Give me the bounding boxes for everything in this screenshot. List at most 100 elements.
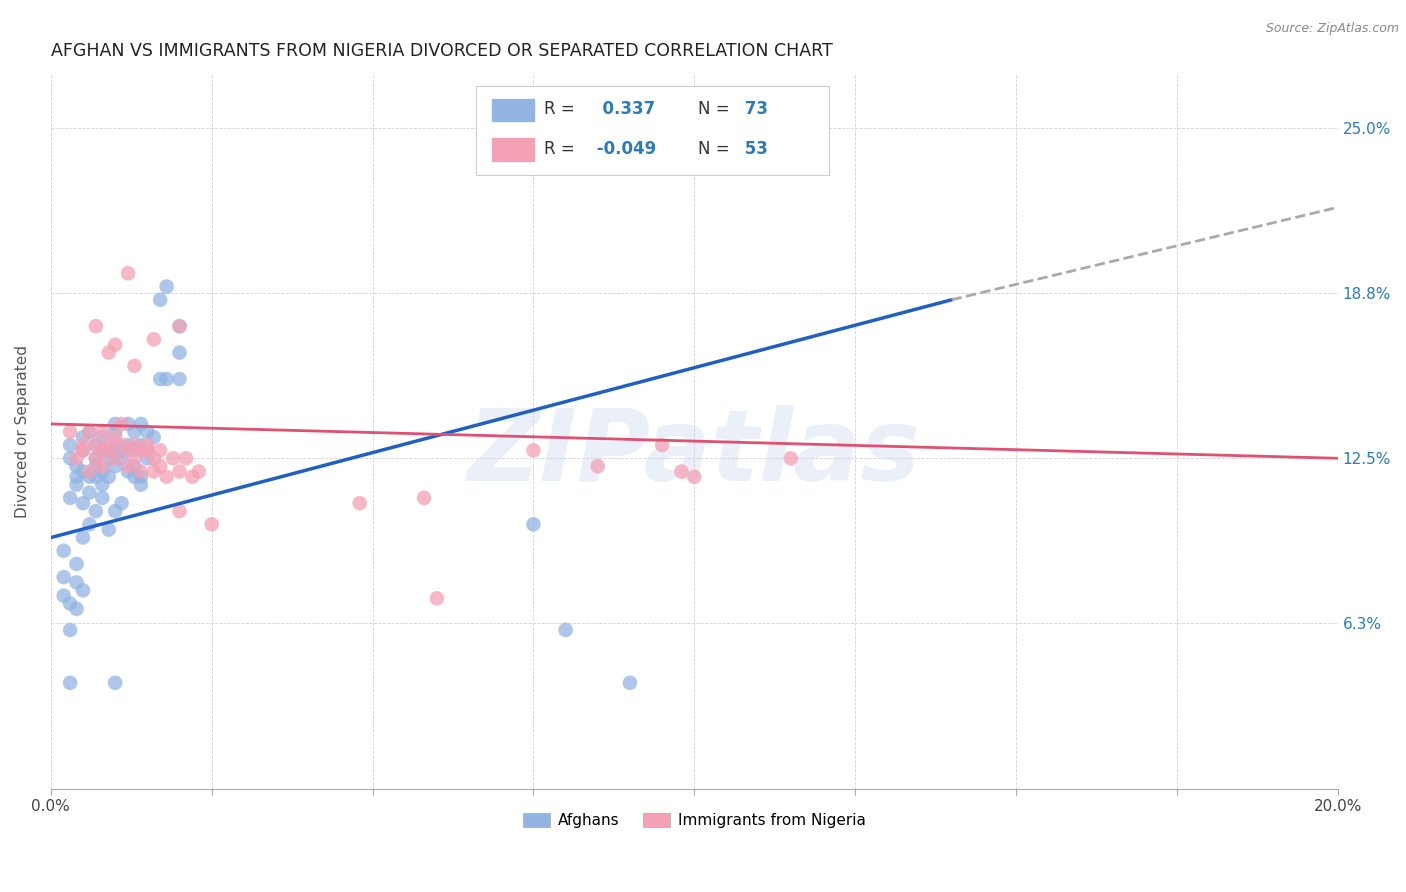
Point bbox=[91, 491, 114, 505]
Point bbox=[162, 451, 184, 466]
Point bbox=[84, 451, 107, 466]
Point bbox=[413, 491, 436, 505]
Point bbox=[156, 470, 179, 484]
Text: R =: R = bbox=[544, 140, 575, 158]
Point bbox=[104, 430, 127, 444]
Point bbox=[104, 451, 127, 466]
Point bbox=[169, 319, 191, 334]
Point bbox=[79, 470, 101, 484]
Point bbox=[104, 676, 127, 690]
Point bbox=[72, 465, 94, 479]
Point bbox=[65, 557, 87, 571]
Point bbox=[91, 459, 114, 474]
Point bbox=[104, 504, 127, 518]
Point bbox=[149, 443, 172, 458]
Point bbox=[156, 372, 179, 386]
Point bbox=[65, 459, 87, 474]
Text: ZIPatlas: ZIPatlas bbox=[468, 405, 921, 502]
Point bbox=[52, 543, 75, 558]
Point bbox=[79, 425, 101, 439]
Point bbox=[59, 597, 82, 611]
Point bbox=[65, 451, 87, 466]
Text: Source: ZipAtlas.com: Source: ZipAtlas.com bbox=[1265, 22, 1399, 36]
Point bbox=[97, 438, 120, 452]
Point bbox=[59, 623, 82, 637]
Point bbox=[97, 470, 120, 484]
Point bbox=[349, 496, 371, 510]
Text: 0.337: 0.337 bbox=[592, 101, 655, 119]
Point bbox=[91, 465, 114, 479]
Point bbox=[117, 417, 139, 431]
Point bbox=[169, 319, 191, 334]
Point bbox=[124, 359, 146, 373]
Point bbox=[426, 591, 449, 606]
Point bbox=[149, 459, 172, 474]
FancyBboxPatch shape bbox=[491, 137, 534, 161]
Text: 53: 53 bbox=[740, 140, 768, 158]
Point bbox=[84, 504, 107, 518]
Point bbox=[117, 443, 139, 458]
Point bbox=[65, 470, 87, 484]
Point bbox=[522, 517, 544, 532]
Point bbox=[149, 372, 172, 386]
Point bbox=[117, 266, 139, 280]
Point bbox=[129, 438, 152, 452]
Point bbox=[124, 443, 146, 458]
Point bbox=[97, 523, 120, 537]
Point bbox=[136, 438, 159, 452]
Point bbox=[84, 438, 107, 452]
Point bbox=[72, 531, 94, 545]
Text: 73: 73 bbox=[740, 101, 768, 119]
Point bbox=[117, 459, 139, 474]
Point bbox=[554, 623, 576, 637]
Point bbox=[65, 477, 87, 491]
Point bbox=[779, 451, 801, 466]
Point bbox=[124, 438, 146, 452]
Point bbox=[683, 470, 706, 484]
Point bbox=[91, 443, 114, 458]
Point bbox=[124, 451, 146, 466]
Point bbox=[52, 570, 75, 584]
Point bbox=[104, 425, 127, 439]
Point bbox=[59, 451, 82, 466]
Point bbox=[104, 459, 127, 474]
Point bbox=[79, 517, 101, 532]
Text: N =: N = bbox=[699, 101, 730, 119]
Point bbox=[129, 470, 152, 484]
Point bbox=[84, 451, 107, 466]
Text: -0.049: -0.049 bbox=[592, 140, 657, 158]
Point bbox=[79, 465, 101, 479]
Point bbox=[59, 491, 82, 505]
Point bbox=[84, 459, 107, 474]
Point bbox=[84, 470, 107, 484]
Point bbox=[586, 459, 609, 474]
Text: N =: N = bbox=[699, 140, 730, 158]
Point bbox=[129, 477, 152, 491]
Point bbox=[97, 345, 120, 359]
Point bbox=[651, 438, 673, 452]
Text: R =: R = bbox=[544, 101, 575, 119]
Point bbox=[72, 430, 94, 444]
Point bbox=[187, 465, 209, 479]
Point bbox=[59, 438, 82, 452]
Point bbox=[97, 443, 120, 458]
Point bbox=[169, 465, 191, 479]
Point bbox=[201, 517, 224, 532]
Point bbox=[142, 451, 165, 466]
Point bbox=[124, 459, 146, 474]
Point bbox=[79, 425, 101, 439]
Point bbox=[156, 279, 179, 293]
Point bbox=[72, 443, 94, 458]
Point bbox=[110, 438, 132, 452]
Point bbox=[110, 443, 132, 458]
Point bbox=[174, 451, 197, 466]
Point bbox=[91, 430, 114, 444]
Point bbox=[671, 465, 693, 479]
Point bbox=[97, 443, 120, 458]
Point bbox=[104, 417, 127, 431]
Point bbox=[110, 496, 132, 510]
Point bbox=[72, 583, 94, 598]
Text: AFGHAN VS IMMIGRANTS FROM NIGERIA DIVORCED OR SEPARATED CORRELATION CHART: AFGHAN VS IMMIGRANTS FROM NIGERIA DIVORC… bbox=[51, 42, 832, 60]
Point bbox=[97, 451, 120, 466]
Point bbox=[117, 438, 139, 452]
